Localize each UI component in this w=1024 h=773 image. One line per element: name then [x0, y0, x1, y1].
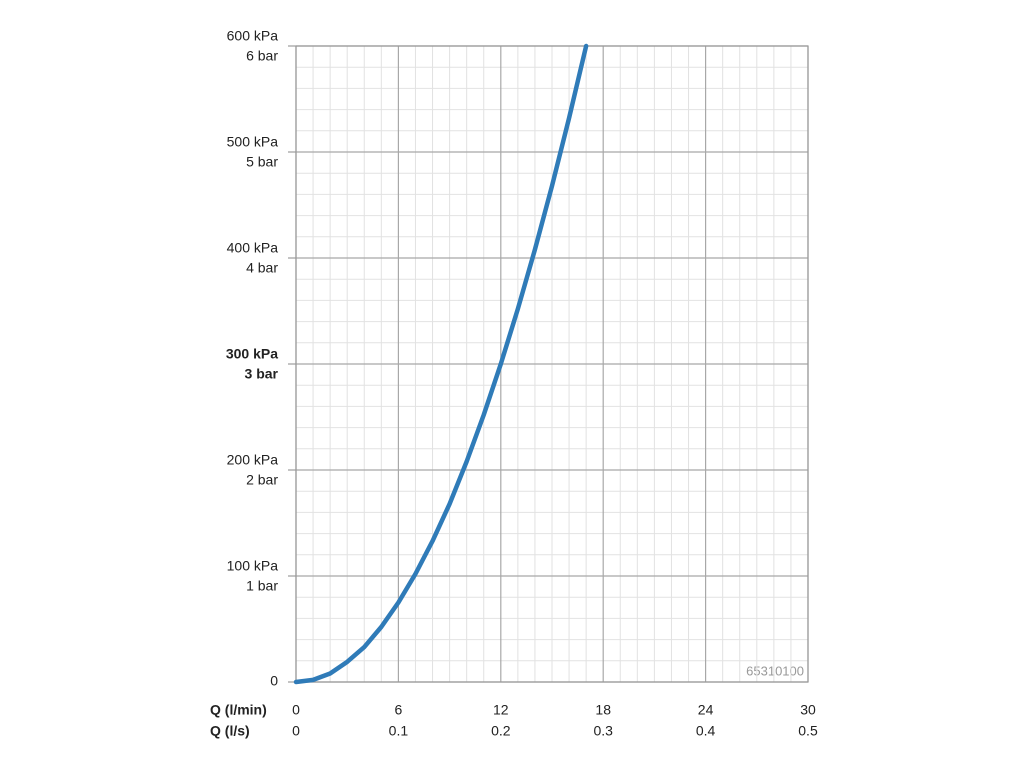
x-axis-label: Q (l/min)	[210, 702, 267, 718]
curve	[293, 43, 589, 685]
y-tick-label: 0	[270, 673, 278, 689]
y-tick-label-bar: 2 bar	[246, 472, 278, 488]
x-tick-label: 24	[698, 702, 714, 718]
y-tick-label-bar: 4 bar	[246, 260, 278, 276]
y-tick-label-bar: 1 bar	[246, 578, 278, 594]
y-tick-label: 300 kPa	[226, 346, 278, 362]
x2-tick-label: 0.4	[696, 723, 716, 739]
y-tick-label-bar: 3 bar	[245, 366, 279, 382]
x2-tick-label: 0.5	[798, 723, 818, 739]
y-tick-label: 600 kPa	[227, 28, 279, 44]
x2-axis-label: Q (l/s)	[210, 723, 250, 739]
x2-tick-label: 0.2	[491, 723, 511, 739]
y-tick-label: 100 kPa	[227, 558, 279, 574]
y-tick-label-bar: 6 bar	[246, 48, 278, 64]
x-tick-label: 6	[395, 702, 403, 718]
x-tick-label: 12	[493, 702, 509, 718]
x-tick-label: 0	[292, 702, 300, 718]
x2-tick-label: 0.3	[593, 723, 613, 739]
y-tick-label: 200 kPa	[227, 452, 279, 468]
x2-tick-label: 0	[292, 723, 300, 739]
x2-tick-label: 0.1	[389, 723, 409, 739]
x-tick-label: 30	[800, 702, 816, 718]
plot-frame	[295, 45, 809, 683]
y-tick-label-bar: 5 bar	[246, 154, 278, 170]
annotation: 65310100	[746, 663, 804, 678]
y-tick-label: 500 kPa	[227, 134, 279, 150]
x-tick-label: 18	[595, 702, 611, 718]
y-tick-label: 400 kPa	[227, 240, 279, 256]
